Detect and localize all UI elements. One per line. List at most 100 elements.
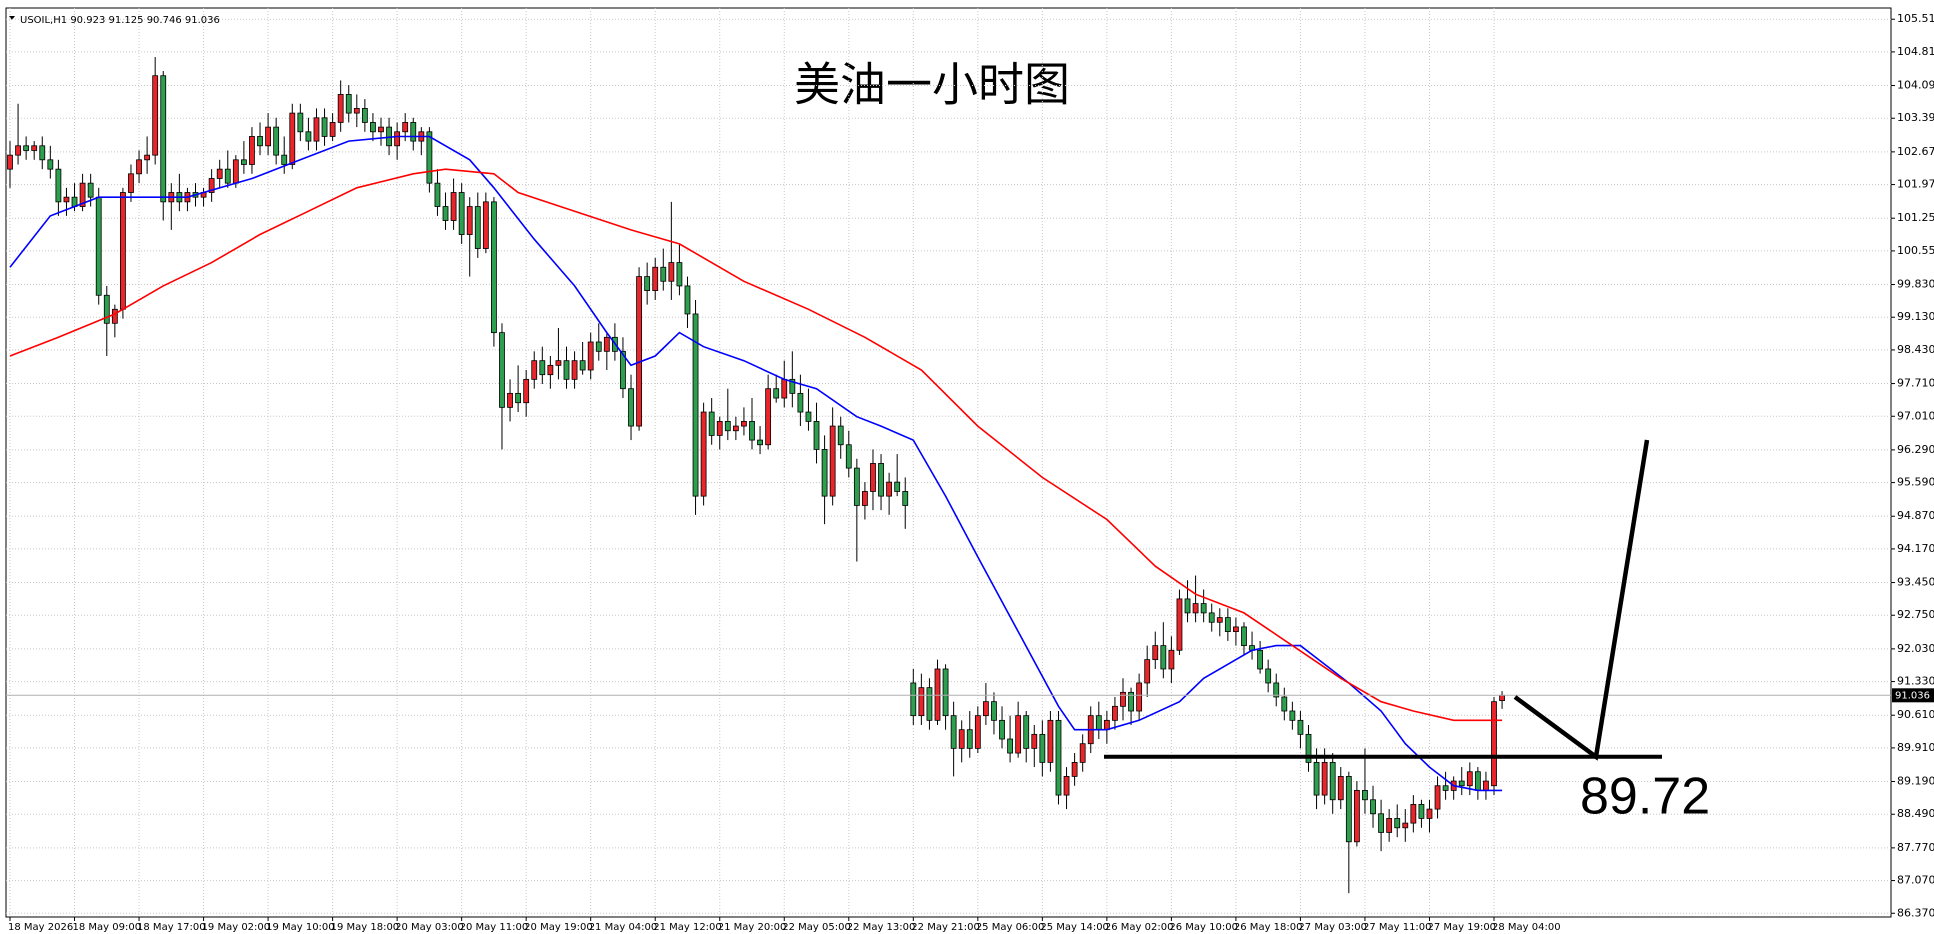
candle-body [523,378,530,404]
x-tick-label: 27 May 19:00 [1427,922,1496,933]
candle-body [902,491,909,506]
plot-frame [5,7,1892,918]
candle-body [1200,603,1207,614]
candle-body [1120,691,1126,707]
candle-body [15,145,21,156]
candle-body [434,182,441,207]
candle-body [39,145,46,161]
y-tick-label: 94.170 [1897,542,1934,555]
y-tick-label: 96.290 [1897,443,1934,456]
candle-body [757,439,763,446]
candle-body [458,192,465,235]
y-tick-label: 104.810 [1897,45,1934,58]
candle-body [853,467,860,506]
candle-body [208,178,215,193]
candle-body [829,425,836,497]
candle-body [329,122,336,137]
candle-body [482,201,489,249]
candle-body [1079,743,1086,763]
y-tick-label: 99.830 [1897,278,1934,291]
candle-body [474,206,481,249]
candle-body [281,154,288,165]
x-tick-label: 19 May 02:00 [202,922,271,933]
candle-body [1386,818,1393,833]
x-tick-label: 20 May 19:00 [524,922,593,933]
y-tick-label: 94.870 [1897,509,1934,522]
candle-body [1499,694,1505,701]
y-tick-label: 95.590 [1897,476,1934,489]
candle-body [216,168,223,179]
candle-body [1007,738,1013,754]
candle-body [749,420,755,441]
candle-body [660,266,667,282]
x-tick-label: 18 May 2026 [8,922,73,933]
x-tick-label: 18 May 09:00 [73,922,142,933]
y-tick-label: 92.750 [1897,608,1934,621]
candle-body [700,411,707,497]
candle-body [1184,598,1191,614]
candle-body [224,168,231,184]
moving-average [9,135,1503,792]
candle-body [1208,612,1215,623]
y-tick-label: 103.390 [1897,111,1934,124]
candle-body [1192,603,1199,614]
candle-body [1257,649,1264,670]
close: 91.036 [185,15,220,26]
y-tick-label: 92.030 [1897,642,1934,655]
candle-body [603,336,610,352]
moving-average [9,168,1503,722]
candle-body [7,154,13,170]
y-tick-label: 91.330 [1897,675,1934,688]
candle-body [394,131,401,147]
candle-body [240,159,247,165]
candle-body [1297,719,1304,735]
x-tick-label: 27 May 03:00 [1298,922,1367,933]
candle-body [886,481,893,497]
candle-body [708,411,715,436]
candle-body [95,196,102,296]
candle-body [120,192,126,310]
y-tick-label: 89.910 [1897,741,1934,754]
candle-body [741,420,747,427]
candle-body [1224,617,1231,632]
candle-body [878,463,884,497]
candle-body [1353,790,1360,843]
candle-body [821,449,828,497]
candle-body [152,75,159,156]
candle-body [232,159,239,184]
x-tick-label: 19 May 10:00 [266,922,335,933]
candle-body [628,388,634,427]
candle-body [31,145,38,151]
y-tick-label: 87.070 [1897,874,1934,887]
candle-body [1370,799,1376,815]
candle-body [966,729,973,749]
candle-body [1313,761,1320,796]
candle-body [63,196,70,203]
candle-body [1378,813,1384,833]
high: 91.125 [109,15,144,26]
candle-body [716,420,723,436]
candle-body [1152,645,1159,661]
candle-body [1345,775,1352,843]
candle-body [539,360,546,376]
candle-body [265,126,271,147]
candle-body [47,159,54,170]
candle-body [644,276,651,292]
candle-body [1168,649,1175,670]
candle-body [1458,780,1465,787]
candle-body [837,425,844,446]
candle-body [55,168,62,203]
x-tick-label: 26 May 18:00 [1234,922,1303,933]
candle-body [1491,701,1497,787]
candle-body [1362,790,1368,801]
candle-body [442,206,449,221]
x-tick-label: 18 May 17:00 [137,922,206,933]
candle-body [870,463,876,492]
candle-body [79,182,86,207]
x-tick-label: 22 May 13:00 [847,922,916,933]
candle-body [111,308,118,324]
candle-body [499,332,505,408]
candle-body [1112,705,1118,721]
candle-body [337,94,344,123]
price-tag [1892,688,1934,703]
